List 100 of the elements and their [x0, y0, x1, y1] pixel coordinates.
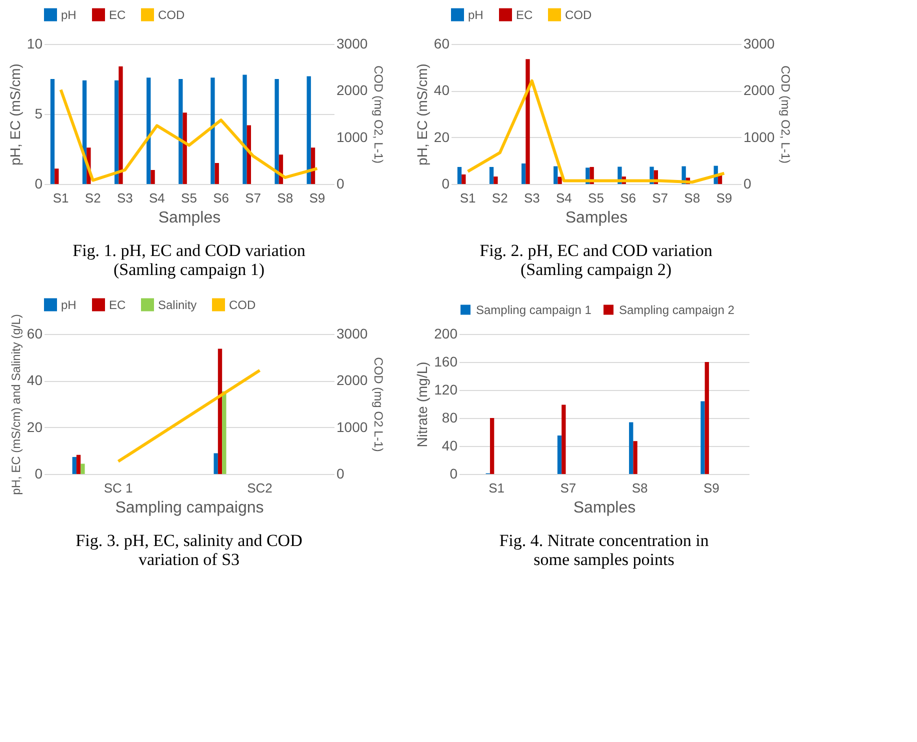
y-axis-title: pH, EC (mS/cm) [414, 64, 430, 166]
x-tick-label: S6 [620, 190, 636, 206]
y-tick-label: 0 [34, 176, 43, 192]
y-tick-label: 5 [34, 106, 43, 122]
y-tick-label: 20 [26, 418, 43, 435]
y-axis-title: Nitrate (mg/L) [414, 362, 430, 448]
y2-tick-label: 2000 [336, 82, 368, 98]
y2-tick-label: 1000 [744, 128, 775, 145]
y-tick-label: 40 [434, 82, 450, 98]
y2-axis-title: COD (mg O2, L-1) [372, 65, 386, 164]
legend-label: Salinity [158, 298, 197, 312]
bar [178, 79, 183, 184]
bar [700, 401, 705, 474]
legend-label: pH [61, 298, 76, 312]
y-tick-label: 0 [442, 176, 450, 192]
x-tick-label: S9 [309, 190, 326, 206]
y-axis-title: pH, EC (mS/cm) [6, 64, 23, 166]
bar [146, 78, 151, 184]
y2-axis-title: COD (mg O2 L-1) [372, 357, 386, 452]
bar [704, 362, 709, 474]
x-tick-label: S9 [716, 190, 732, 206]
x-tick-label: S4 [149, 190, 165, 206]
bar [222, 391, 226, 474]
text: Fig. 1. pH, EC and COD variation (Samling campaign 1) [72, 241, 306, 279]
bar [489, 166, 494, 184]
y-tick-label: 10 [26, 36, 43, 52]
bar [629, 422, 634, 474]
bar [118, 66, 123, 184]
y2-tick-label: 1000 [336, 128, 368, 145]
legend-label: COD [158, 8, 185, 22]
bar [306, 76, 311, 184]
legend-label: pH [61, 8, 76, 22]
x-tick-label: SC 1 [104, 480, 133, 496]
x-tick-label: S8 [632, 480, 648, 496]
x-tick-label: S6 [213, 190, 229, 206]
legend-label: EC [109, 8, 126, 22]
line-series [466, 79, 726, 184]
bar [242, 74, 247, 184]
legend-label: EC [516, 8, 534, 22]
x-axis-title: Sampling campaigns [115, 500, 264, 516]
x-tick-label: S1 [460, 190, 476, 206]
y2-tick-label: 0 [336, 466, 344, 482]
text: Fig. 3. pH, EC, salinity and COD variation of S3 [76, 531, 302, 569]
legend-label: Sampling campaign 1 [476, 302, 592, 317]
y-tick-label: 20 [434, 128, 450, 145]
text: Fig. 2. pH, EC and COD variation (Samling campaign 2) [480, 241, 713, 279]
y2-tick-label: 0 [336, 176, 344, 192]
y2-tick-label: 2000 [744, 82, 775, 98]
x-tick-label: S2 [492, 190, 508, 206]
bar [562, 404, 566, 474]
x-axis-title: Samples [573, 500, 636, 516]
bar [214, 453, 218, 474]
legend-label: pH [468, 8, 484, 22]
y2-tick-label: 3000 [336, 36, 368, 52]
x-tick-label: S8 [684, 190, 700, 206]
bar [558, 176, 562, 184]
bar [490, 418, 494, 474]
bar [80, 464, 85, 474]
x-tick-label: S1 [488, 480, 505, 496]
x-tick-label: S5 [588, 190, 604, 206]
y-tick-label: 40 [26, 372, 43, 388]
bar [54, 168, 59, 184]
y2-tick-label: 2000 [336, 372, 368, 388]
bar [182, 112, 187, 184]
x-axis-title: Samples [565, 210, 628, 226]
bar [114, 80, 119, 184]
bar [462, 174, 466, 184]
x-tick-label: S8 [277, 190, 294, 206]
bar [457, 166, 462, 184]
y-tick-label: 60 [26, 326, 43, 342]
x-tick-label: S7 [560, 480, 576, 496]
bar [633, 441, 638, 474]
x-tick-label: S2 [84, 190, 101, 206]
y-tick-label: 0 [450, 466, 458, 482]
bar [72, 456, 76, 474]
legend-label: Sampling campaign 2 [619, 302, 735, 317]
y2-tick-label: 1000 [336, 418, 368, 435]
bar [214, 163, 219, 184]
legend-label: EC [109, 298, 126, 312]
bar [210, 78, 215, 184]
bar [274, 79, 279, 184]
bar [150, 170, 155, 184]
y-tick-label: 120 [434, 382, 458, 398]
bar [218, 348, 222, 474]
y2-tick-label: 3000 [336, 326, 368, 342]
x-tick-label: S1 [52, 190, 69, 206]
x-tick-label: S4 [556, 190, 572, 206]
x-tick-label: SC2 [247, 480, 272, 496]
text: Fig. 4. Nitrate concentration in some samples points [499, 531, 710, 569]
y-tick-label: 200 [434, 326, 458, 342]
y2-axis-title: COD (mg O2, L-1) [778, 65, 793, 164]
y-tick-label: 60 [434, 36, 450, 52]
x-tick-label: S7 [652, 190, 668, 206]
y-axis-title: pH, EC (mS/cm) and Salinity (g/L) [8, 314, 23, 495]
bar [494, 176, 498, 184]
x-tick-label: S3 [116, 190, 133, 206]
bar [526, 59, 530, 184]
x-axis-title: Samples [158, 210, 221, 226]
y-tick-label: 160 [434, 354, 458, 370]
y-tick-label: 80 [442, 410, 458, 426]
